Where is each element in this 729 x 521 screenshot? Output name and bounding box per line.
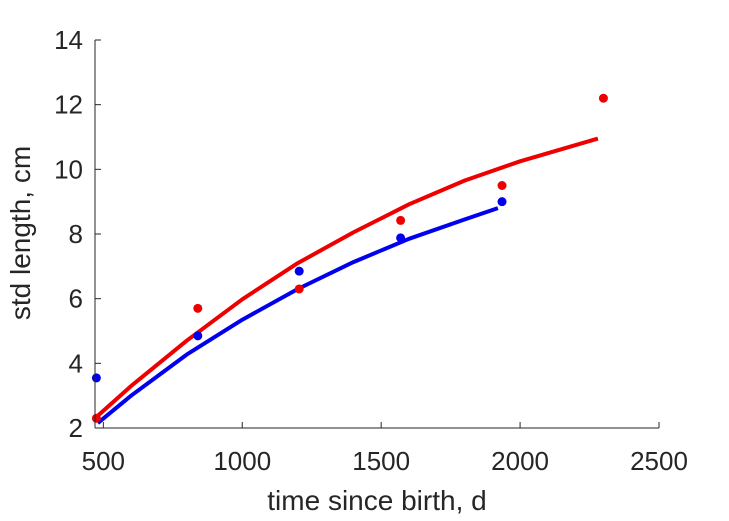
data-point-series-2 [396,215,406,225]
y-tick-label: 4 [69,348,83,378]
data-point-series-2 [193,303,203,313]
x-tick-label: 2000 [491,446,549,476]
data-points [91,93,608,423]
y-tick-label: 8 [69,219,83,249]
x-tick-label: 500 [82,446,125,476]
y-tick-label: 6 [69,284,83,314]
fit-line-2 [93,136,599,420]
y-tick-label: 10 [54,154,83,184]
y-tick-label: 12 [54,90,83,120]
data-point-series-1 [294,266,304,276]
y-tick-label: 2 [69,413,83,443]
fit-line-1 [96,206,499,425]
data-point-series-1 [497,197,507,207]
data-point-series-2 [497,181,507,190]
data-point-series-1 [91,373,101,383]
data-point-series-2 [294,284,304,294]
data-point-series-2 [91,413,101,423]
x-tick-label: 1000 [213,446,271,476]
fit-lines [93,136,599,425]
data-point-series-1 [193,331,203,341]
data-point-series-1 [396,233,406,243]
x-tick-label: 2500 [630,446,688,476]
y-tick-label: 14 [54,25,83,55]
y-axis-title: std length, cm [5,146,36,320]
x-axis-title: time since birth, d [267,485,486,516]
axes: 500 1000 1500 2000 2500 2 4 6 8 10 12 14 [54,25,688,476]
x-tick-label: 1500 [352,446,410,476]
data-point-series-2 [598,93,608,103]
